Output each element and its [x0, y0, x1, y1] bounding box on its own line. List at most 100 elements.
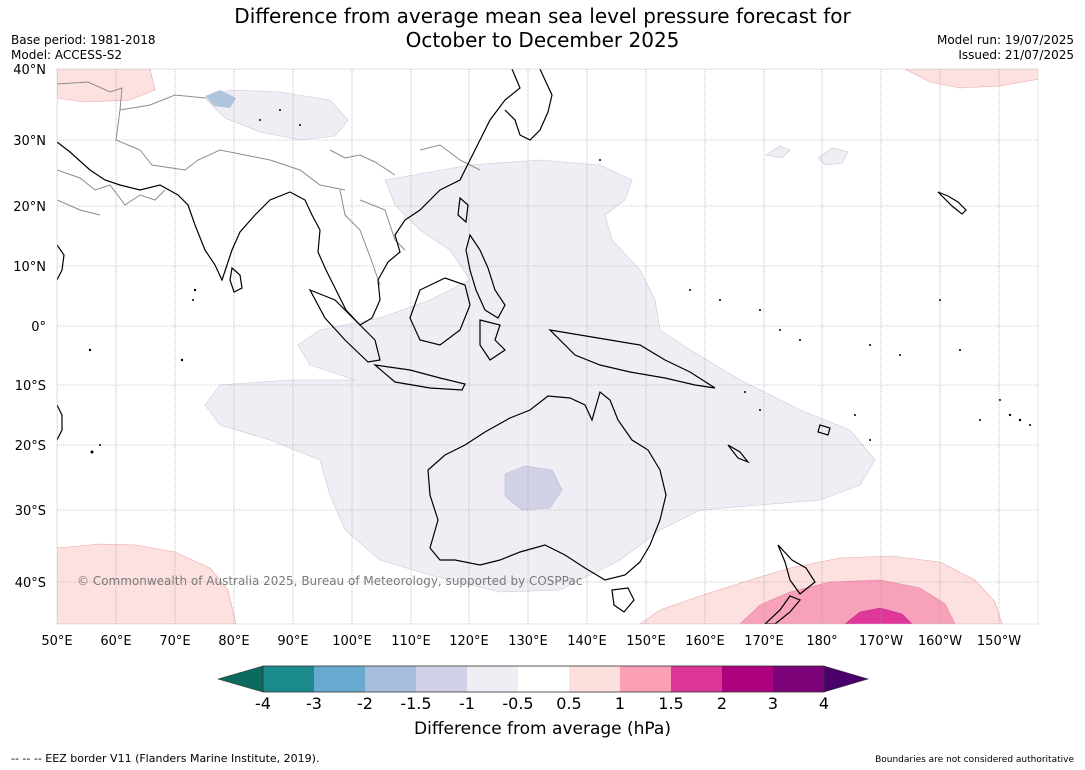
lat-label: 40°N [13, 63, 46, 78]
lon-label: 150°W [977, 634, 1021, 649]
colorbar-ticks: -4 -3 -2 -1.5 -1 -0.5 0.5 1 1.5 2 3 4 [255, 694, 829, 713]
colorbar-tick-label: 2 [717, 694, 727, 713]
lon-label: 160°W [918, 634, 962, 649]
lon-label: 120°E [449, 634, 489, 649]
lat-label: 30°N [13, 134, 46, 149]
colorbar-tick-label: -0.5 [502, 694, 533, 713]
colorbar-tick-label: -2 [357, 694, 373, 713]
colorbar-segment [569, 666, 620, 692]
colorbar-segment [722, 666, 773, 692]
colorbar-segment [467, 666, 518, 692]
colorbar-tick-label: 1 [615, 694, 625, 713]
anomaly-small-1 [765, 145, 791, 159]
colorbar-segment [263, 666, 314, 692]
eez-note: -- -- -- EEZ border V11 (Flanders Marine… [11, 752, 320, 765]
sulawesi [479, 319, 506, 361]
colorbar-label: Difference from average (hPa) [414, 719, 671, 739]
lat-label: 30°S [15, 504, 46, 519]
lon-label: 60°E [100, 634, 131, 649]
meta-right: Model run: 19/07/2025 Issued: 21/07/2025 [937, 33, 1074, 63]
colorbar-tick-label: -4 [255, 694, 271, 713]
lat-label: 20°S [15, 439, 46, 454]
lon-label: 160°E [685, 634, 725, 649]
country-borders [57, 81, 481, 286]
colorbar-segment [416, 666, 467, 692]
title-line-1: Difference from average mean sea level p… [234, 4, 851, 28]
meta-left: Base period: 1981-2018 Model: ACCESS-S2 [11, 33, 156, 63]
colorbar-tick-label: 3 [768, 694, 778, 713]
lat-label: 40°S [15, 576, 46, 591]
colorbar-segment [365, 666, 416, 692]
java [373, 364, 466, 391]
base-period: Base period: 1981-2018 [11, 33, 156, 47]
map-frame [56, 68, 1039, 625]
nz-south [764, 595, 801, 624]
chart-title: Difference from average mean sea level p… [0, 4, 1085, 52]
colorbar-tick-label: -3 [306, 694, 322, 713]
korea-japan [504, 69, 553, 141]
sumatra [308, 288, 381, 363]
issued-date: Issued: 21/07/2025 [958, 48, 1074, 62]
colorbar-tick-label: 4 [819, 694, 829, 713]
new-caledonia [727, 444, 750, 464]
fiji [817, 424, 831, 436]
lon-label: 80°E [218, 634, 249, 649]
colorbar-segment [620, 666, 671, 692]
hawaii [937, 191, 967, 215]
colorbar [216, 665, 870, 693]
lon-label: 130°E [508, 634, 548, 649]
anomaly-region-positive-nw [57, 69, 156, 103]
map-area [57, 69, 1038, 624]
nz-north [777, 544, 816, 595]
island-dots [88, 109, 1031, 454]
anomaly-region-negative-himalaya [204, 89, 349, 141]
anomaly-region-positive-ne [904, 69, 1038, 89]
lat-label: 10°S [15, 379, 46, 394]
arabia-edge [57, 244, 65, 281]
anomaly-region-positive-sw [57, 543, 237, 624]
colorbar-tick-label: -1.5 [400, 694, 431, 713]
asia-coast [57, 69, 521, 326]
anomaly-region-negative-large [204, 159, 876, 593]
colorbar-segment [314, 666, 365, 692]
lon-labels: 50°E 60°E 70°E 80°E 90°E 100°E 110°E 120… [41, 634, 1021, 649]
lon-label: 50°E [41, 634, 72, 649]
colorbar-under-arrow [216, 665, 264, 693]
taiwan [457, 196, 469, 224]
colorbar-segment [518, 666, 569, 692]
australia [427, 390, 667, 581]
tasmania [611, 587, 635, 613]
gridlines [57, 69, 1038, 624]
sri-lanka [229, 266, 243, 293]
colorbar-segment [671, 666, 722, 692]
lat-labels: 40°N 30°N 20°N 10°N 0° 10°S 20°S 30°S 40… [13, 63, 46, 591]
lon-label: 100°E [332, 634, 372, 649]
colorbar-over-arrow [823, 665, 870, 693]
coastlines [57, 69, 967, 624]
colorbar-tick-label: 1.5 [658, 694, 683, 713]
lat-label: 0° [31, 320, 46, 335]
lon-label: 180° [806, 634, 837, 649]
lon-label: 140°E [567, 634, 607, 649]
boundaries-note: Boundaries are not considered authoritat… [875, 755, 1074, 765]
lon-label: 170°E [744, 634, 784, 649]
colorbar-tick-label: -1 [459, 694, 475, 713]
model-name: Model: ACCESS-S2 [11, 48, 123, 62]
colorbar-frame [262, 665, 825, 693]
philippines [465, 233, 506, 319]
lat-label: 10°N [13, 260, 46, 275]
lon-label: 90°E [277, 634, 308, 649]
borneo [409, 277, 471, 346]
lat-label: 20°N [13, 200, 46, 215]
colorbar-segment [773, 666, 824, 692]
lon-label: 150°E [626, 634, 666, 649]
anomaly-region-positive-se-high [844, 607, 913, 624]
lon-label: 70°E [159, 634, 190, 649]
madagascar-edge [57, 404, 63, 441]
anomaly-region-positive-se-mid [739, 579, 956, 624]
anomaly-region-negative-core [504, 465, 563, 511]
colorbar-tick-label: 0.5 [556, 694, 581, 713]
anomaly-spot-tibet [205, 90, 236, 108]
title-line-2: October to December 2025 [405, 28, 680, 52]
